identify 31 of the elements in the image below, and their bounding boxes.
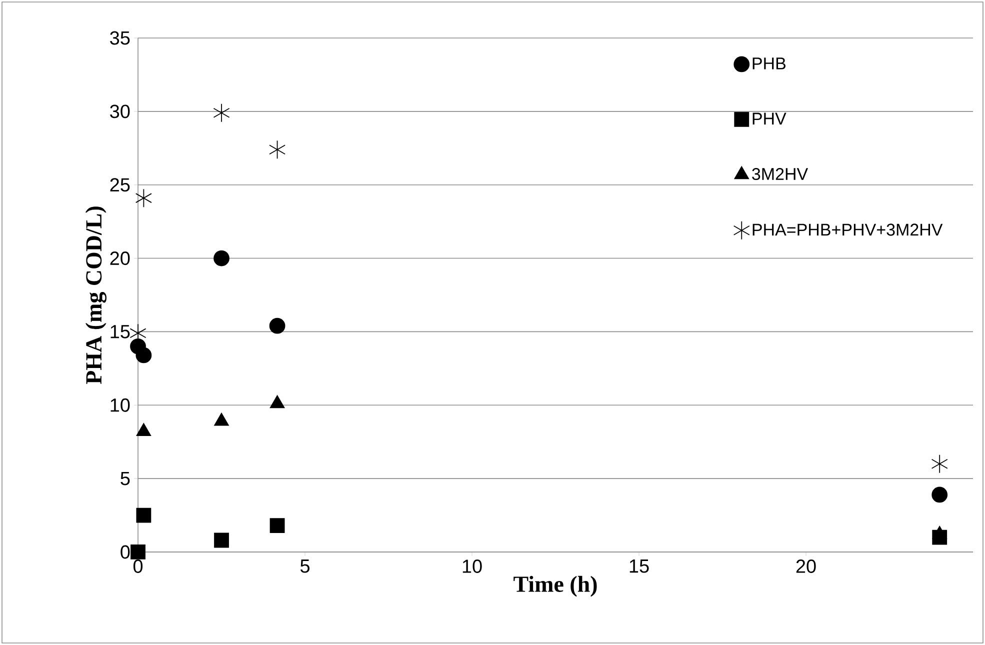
y-tick-label: 20 [110, 252, 130, 266]
y-tick-label: 0 [120, 545, 130, 559]
x-axis-title: Time (h) [514, 576, 597, 597]
point [136, 347, 152, 364]
point [269, 140, 286, 160]
point [135, 188, 152, 208]
point [136, 508, 152, 523]
point [932, 486, 948, 503]
point [213, 103, 230, 122]
x-tick-label: 20 [796, 560, 816, 573]
point [269, 318, 286, 334]
x-tick-label: 5 [300, 560, 310, 573]
y-tick-label: 15 [110, 325, 130, 338]
point [214, 532, 229, 548]
legend-label: 3M2HV [752, 168, 808, 180]
point [270, 518, 285, 533]
legend-label: PHA=PHB+PHV+3M2HV [752, 224, 943, 236]
x-tick-label: 0 [133, 560, 143, 573]
y-tick-label: 10 [110, 398, 130, 412]
x-tick-label: 15 [630, 560, 649, 573]
point [931, 454, 948, 474]
legend-label: PHB [752, 58, 786, 70]
y-tick-label: 30 [110, 104, 130, 118]
legend-label: PHV [752, 112, 786, 125]
y-tick-label: 25 [110, 178, 130, 192]
y-axis-title: PHA (mg COD/L) [85, 206, 106, 384]
point [130, 544, 146, 560]
point [214, 250, 230, 266]
y-tick-label: 5 [120, 472, 130, 486]
x-tick-label: 10 [462, 560, 482, 573]
y-tick-label: 35 [110, 31, 130, 45]
